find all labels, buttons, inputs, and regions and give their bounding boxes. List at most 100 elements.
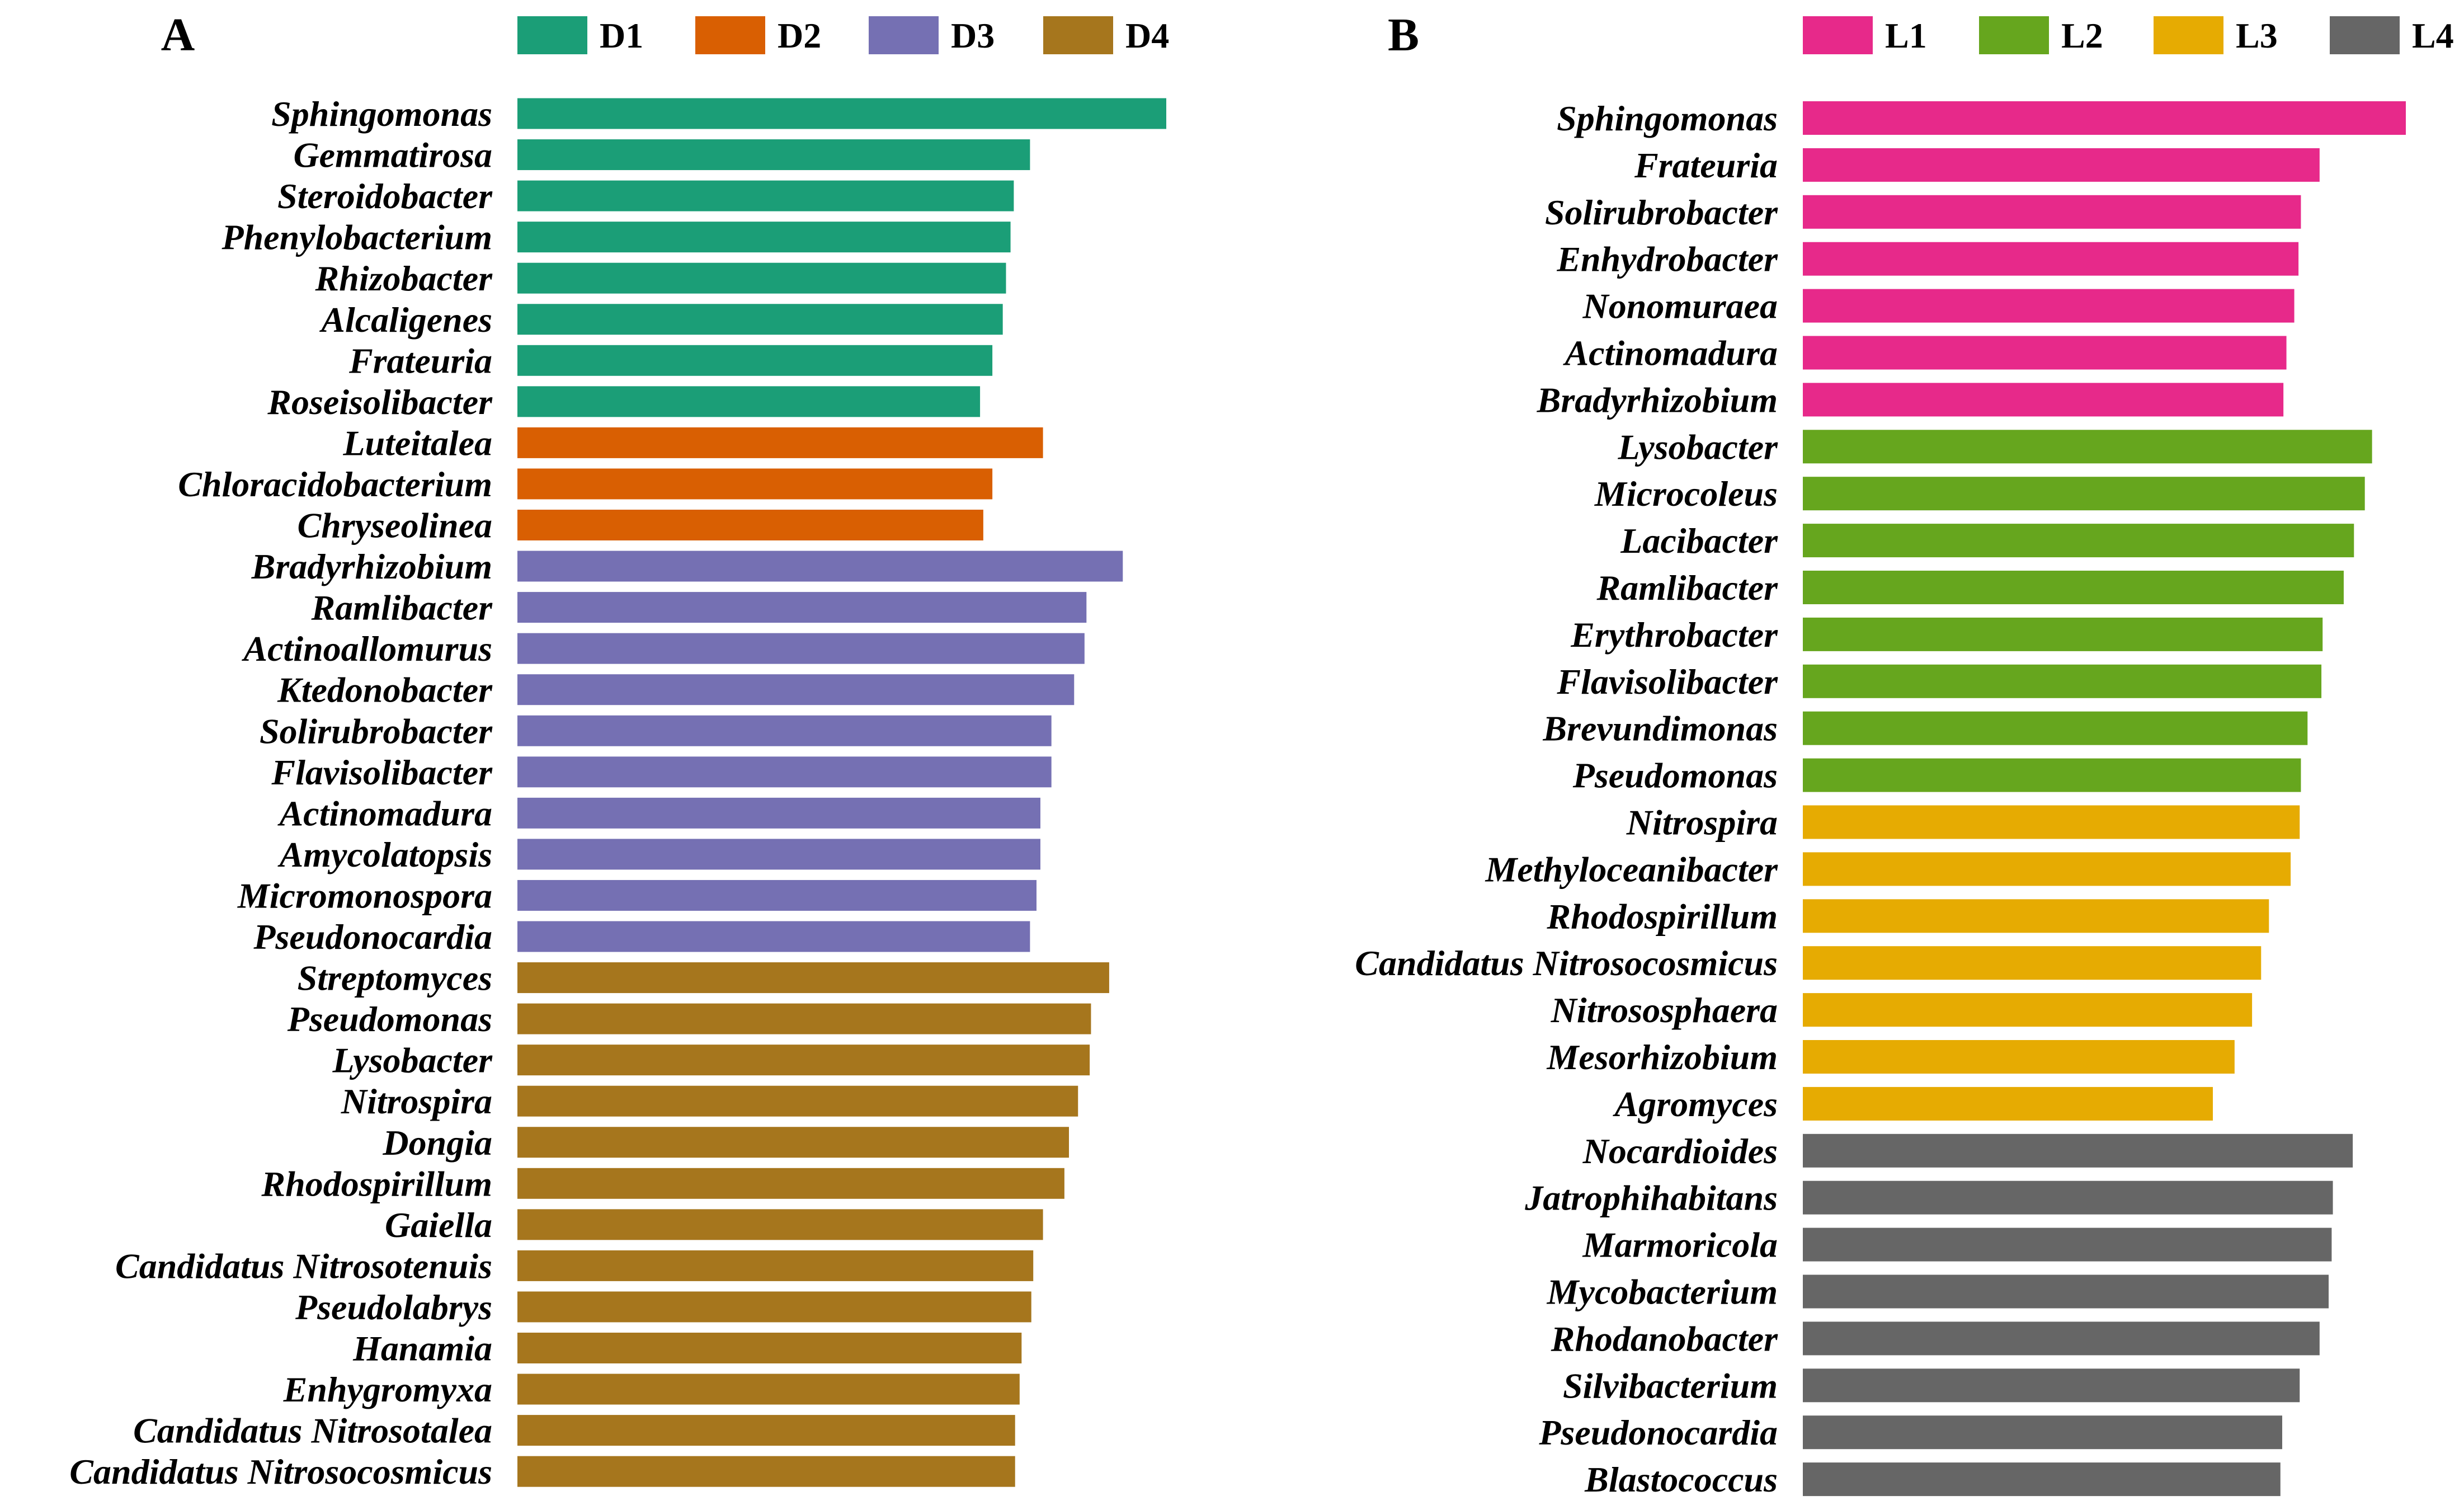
- bar-sphingomonas: [517, 98, 1166, 129]
- tick-label-gemmatirosa: Gemmatirosa: [293, 135, 492, 175]
- legend-label-d4: D4: [1125, 16, 1169, 55]
- tick-label-sphingomonas: Sphingomonas: [1557, 98, 1778, 138]
- tick-label-solirubrobacter: Solirubrobacter: [1545, 192, 1778, 232]
- bar-gemmatirosa: [517, 139, 1030, 171]
- bar-methyloceanibacter: [1803, 852, 2291, 886]
- bar-dongia: [517, 1127, 1069, 1158]
- bar-lysobacter: [1803, 430, 2372, 464]
- tick-label-pseudomonas: Pseudomonas: [287, 999, 492, 1039]
- tick-label-nocardioides: Nocardioides: [1582, 1131, 1778, 1171]
- legend-label-l4: L4: [2412, 16, 2454, 55]
- bar-ramlibacter: [517, 592, 1087, 623]
- tick-label-pseudolabrys: Pseudolabrys: [295, 1287, 492, 1327]
- tick-label-nitrososphaera: Nitrososphaera: [1551, 990, 1778, 1030]
- legend-label-l2: L2: [2061, 16, 2103, 55]
- bar-nitrososphaera: [1803, 993, 2253, 1027]
- bar-chryseolinea: [517, 510, 983, 540]
- bar-jatrophihabitans: [1803, 1180, 2333, 1215]
- bar-gaiella: [517, 1209, 1043, 1240]
- bar-actinomadura: [517, 797, 1040, 829]
- bar-rhodospirillum: [517, 1168, 1064, 1199]
- tick-label-solirubrobacter: Solirubrobacter: [260, 711, 493, 751]
- tick-label-silvibacterium: Silvibacterium: [1563, 1366, 1778, 1405]
- bar-pseudonocardia: [1803, 1415, 2283, 1450]
- tick-label-candidatus-nitrosocosmicus: Candidatus Nitrosocosmicus: [69, 1452, 492, 1492]
- tick-label-erythrobacter: Erythrobacter: [1570, 615, 1778, 655]
- bar-flavisolibacter: [1803, 664, 2322, 698]
- tick-label-bradyrhizobium: Bradyrhizobium: [251, 547, 492, 586]
- tick-label-lysobacter: Lysobacter: [1617, 427, 1778, 467]
- bar-roseisolibacter: [517, 386, 981, 417]
- bar-streptomyces: [517, 962, 1109, 994]
- bar-nonomuraea: [1803, 289, 2295, 323]
- panel-b: B L1 L2 L3 L4 Sphingomonas Frateuria Solirubrob…: [1355, 9, 2453, 1499]
- bar-pseudomonas: [1803, 758, 2301, 792]
- tick-label-rhodospirillum: Rhodospirillum: [261, 1164, 492, 1203]
- bar-rhizobacter: [517, 262, 1006, 294]
- tick-label-rhodospirillum: Rhodospirillum: [1546, 896, 1778, 936]
- legend-swatch-l1: [1803, 16, 1873, 54]
- bar-amycolatopsis: [517, 839, 1040, 870]
- bar-bradyrhizobium: [517, 551, 1123, 582]
- tick-label-pseudonocardia: Pseudonocardia: [253, 917, 492, 957]
- bar-brevundimonas: [1803, 711, 2308, 745]
- bar-solirubrobacter: [1803, 195, 2301, 229]
- tick-label-actinomadura: Actinomadura: [277, 793, 492, 833]
- tick-label-blastococcus: Blastococcus: [1584, 1460, 1778, 1499]
- tick-label-nitrospira: Nitrospira: [1626, 803, 1778, 843]
- bar-erythrobacter: [1803, 617, 2323, 651]
- bar-candidatus-nitrosocosmicus: [517, 1456, 1015, 1487]
- legend-swatch-l4: [2330, 16, 2400, 54]
- bar-nocardioides: [1803, 1133, 2353, 1168]
- tick-label-nitrospira: Nitrospira: [341, 1081, 492, 1121]
- tick-label-sphingomonas: Sphingomonas: [271, 94, 492, 134]
- bar-steroidobacter: [517, 180, 1014, 211]
- bar-mycobacterium: [1803, 1274, 2329, 1309]
- tick-label-enhygromyxa: Enhygromyxa: [283, 1370, 492, 1409]
- legend-swatch-l3: [2154, 16, 2223, 54]
- tick-label-actinoallomurus: Actinoallomurus: [241, 629, 492, 669]
- bar-enhydrobacter: [1803, 242, 2299, 276]
- tick-label-candidatus-nitrosocosmicus: Candidatus Nitrosocosmicus: [1355, 943, 1778, 983]
- tick-label-actinomadura: Actinomadura: [1562, 333, 1778, 373]
- tick-label-luteitalea: Luteitalea: [342, 423, 492, 463]
- legend-swatch-l2: [1979, 16, 2049, 54]
- bar-pseudonocardia: [517, 921, 1030, 952]
- legend-label-l3: L3: [2236, 16, 2278, 55]
- bar-flavisolibacter: [517, 756, 1052, 788]
- bar-candidatus-nitrosotalea: [517, 1415, 1015, 1446]
- bar-nitrospira: [1803, 805, 2300, 839]
- bar-solirubrobacter: [517, 715, 1052, 746]
- tick-label-chloracidobacterium: Chloracidobacterium: [178, 464, 492, 504]
- tick-label-frateuria: Frateuria: [1634, 145, 1778, 185]
- bar-ktedonobacter: [517, 674, 1075, 705]
- bar-luteitalea: [517, 427, 1043, 458]
- tick-label-flavisolibacter: Flavisolibacter: [1556, 662, 1778, 702]
- tick-label-ramlibacter: Ramlibacter: [310, 588, 493, 628]
- tick-label-jatrophihabitans: Jatrophihabitans: [1524, 1178, 1778, 1218]
- bar-enhygromyxa: [517, 1373, 1020, 1405]
- tick-label-candidatus-nitrosotalea: Candidatus Nitrosotalea: [133, 1411, 492, 1451]
- panel-label-a: A: [161, 9, 195, 61]
- legend-label-l1: L1: [1885, 16, 1927, 55]
- tick-label-enhydrobacter: Enhydrobacter: [1556, 239, 1778, 279]
- tick-label-mycobacterium: Mycobacterium: [1547, 1272, 1778, 1312]
- tick-label-mesorhizobium: Mesorhizobium: [1546, 1037, 1778, 1077]
- tick-label-alcaligenes: Alcaligenes: [319, 300, 492, 340]
- bar-nitrospira: [517, 1085, 1078, 1117]
- bar-hanamia: [517, 1333, 1022, 1363]
- tick-label-micromonospora: Micromonospora: [237, 876, 492, 915]
- bar-pseudolabrys: [517, 1291, 1031, 1323]
- legend-label-d3: D3: [951, 16, 995, 55]
- tick-label-dongia: Dongia: [382, 1123, 492, 1163]
- bar-lysobacter: [517, 1045, 1090, 1076]
- legend-swatch-d4: [1043, 16, 1113, 54]
- bar-microcoleus: [1803, 477, 2365, 511]
- tick-label-steroidobacter: Steroidobacter: [277, 176, 493, 216]
- bar-actinoallomurus: [517, 633, 1085, 664]
- tick-label-microcoleus: Microcoleus: [1594, 474, 1778, 514]
- bar-pseudomonas: [517, 1003, 1091, 1034]
- panel-label-b: B: [1388, 9, 1419, 61]
- tick-label-nonomuraea: Nonomuraea: [1582, 286, 1778, 326]
- legend-label-d2: D2: [778, 16, 821, 55]
